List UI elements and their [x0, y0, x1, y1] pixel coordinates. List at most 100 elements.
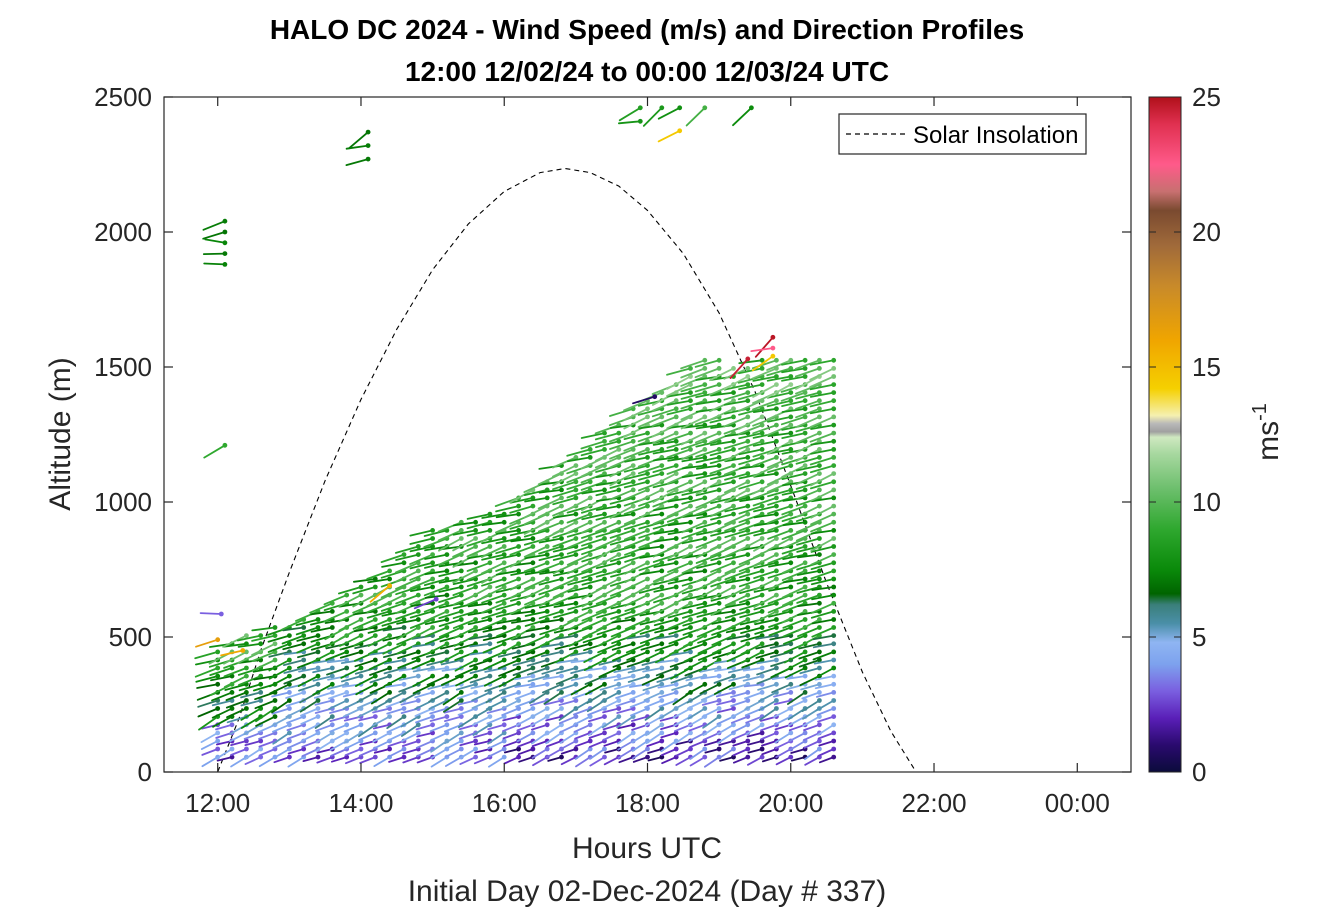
wind-barb [753, 600, 779, 611]
wind-barb [640, 641, 665, 651]
wind-barb [810, 479, 837, 490]
wind-barb [531, 722, 550, 731]
wind-barb [781, 584, 808, 599]
wind-barb [517, 746, 536, 756]
wind-barb [747, 754, 765, 766]
wind-barb [481, 617, 507, 630]
wind-barb [244, 738, 264, 746]
wind-barb [582, 633, 607, 644]
colorbar-tick-label: 20 [1192, 217, 1221, 247]
wind-barb [202, 251, 228, 256]
wind-barb [796, 568, 822, 576]
wind-barb [358, 714, 378, 722]
wind-barb [537, 495, 564, 510]
wind-barb [702, 714, 722, 729]
wind-barb [527, 673, 550, 683]
wind-barb [753, 511, 779, 519]
wind-barb [382, 625, 407, 632]
wind-barb [487, 738, 507, 750]
wind-barb [594, 447, 622, 462]
wind-barb [723, 447, 751, 462]
wind-barb [768, 609, 794, 618]
wind-barb [196, 681, 221, 689]
wind-barb [739, 495, 765, 503]
wind-barb [719, 754, 736, 762]
wind-barb [310, 609, 335, 616]
wind-barb [480, 544, 507, 558]
wind-barb [354, 673, 378, 687]
wind-barb [524, 609, 550, 617]
wind-barb [788, 730, 808, 742]
wind-barb [657, 128, 683, 143]
wind-barb [310, 649, 335, 664]
wind-barb [466, 560, 493, 572]
wind-barb [753, 471, 779, 478]
wind-barb [220, 648, 246, 657]
wind-barb [632, 746, 650, 760]
wind-barb [452, 519, 478, 527]
wind-barb [312, 681, 335, 696]
wind-barb [524, 576, 550, 590]
wind-barb [738, 455, 765, 466]
wind-barb [211, 706, 235, 719]
wind-barb [238, 681, 264, 692]
wind-barb [267, 633, 292, 643]
wind-barb [352, 617, 378, 630]
wind-barb [581, 536, 607, 547]
wind-barb [639, 625, 665, 635]
wind-barb [624, 536, 650, 549]
wind-barb [710, 560, 736, 573]
wind-barb [409, 609, 435, 619]
wind-barb [566, 560, 593, 575]
wind-barb [753, 503, 779, 513]
wind-barb [813, 665, 837, 680]
wind-barb [667, 576, 693, 585]
x-tick-label: 16:00 [472, 788, 537, 818]
wind-barb [803, 738, 822, 749]
wind-barb [595, 552, 622, 568]
wind-barb [809, 398, 837, 408]
wind-barb [626, 649, 650, 661]
wind-barb [755, 633, 779, 640]
wind-barb [394, 568, 421, 583]
wind-barb [671, 681, 693, 691]
wind-barb [299, 706, 321, 717]
wind-barb [370, 690, 392, 705]
wind-barb [538, 576, 564, 586]
wind-barb [268, 673, 292, 688]
wind-barb [681, 495, 708, 505]
wind-barb [481, 609, 507, 620]
wind-barb [473, 730, 493, 739]
wind-barb [552, 536, 579, 548]
wind-barb [638, 560, 665, 572]
wind-barb [269, 681, 292, 695]
wind-barb [810, 600, 837, 614]
wind-barb [781, 503, 808, 516]
wind-barb [653, 503, 679, 512]
wind-barb [666, 398, 693, 406]
wind-barb [753, 568, 779, 579]
wind-barb [458, 746, 478, 760]
wind-barb [667, 495, 693, 503]
wind-barb [623, 414, 650, 430]
wind-barb [710, 511, 736, 521]
wind-barb [655, 665, 679, 677]
wind-barb [759, 706, 779, 721]
wind-barb [452, 544, 478, 558]
wind-barb [367, 633, 392, 647]
wind-barb [313, 690, 335, 699]
wind-barb [240, 698, 264, 707]
wind-barb [787, 698, 808, 709]
wind-barb [516, 730, 536, 743]
wind-barb [345, 143, 371, 150]
wind-barb [466, 584, 493, 600]
wind-barb [438, 609, 464, 619]
wind-barb [796, 576, 822, 585]
wind-barb [197, 706, 221, 718]
wind-barb [737, 422, 765, 436]
wind-barb [787, 690, 808, 705]
wind-barb [725, 617, 751, 631]
wind-barb [552, 519, 579, 535]
wind-barb [811, 584, 837, 591]
